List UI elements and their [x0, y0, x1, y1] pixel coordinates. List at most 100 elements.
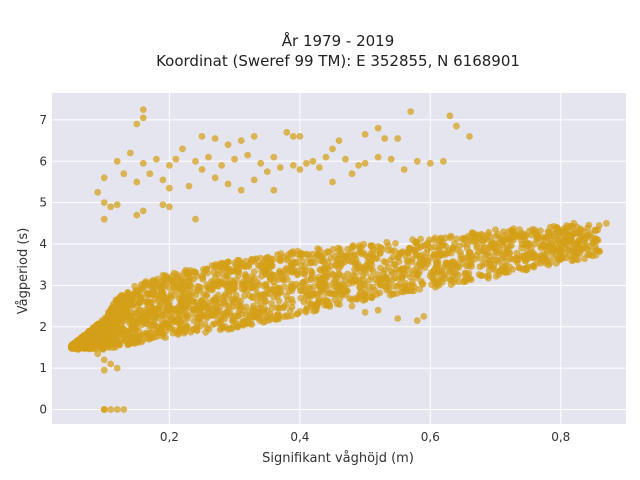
data-point — [222, 301, 230, 309]
data-point — [361, 308, 369, 316]
data-point — [248, 256, 255, 263]
data-point — [184, 315, 192, 322]
data-point — [350, 295, 358, 303]
data-point — [211, 174, 219, 182]
data-point — [242, 257, 250, 265]
data-point — [268, 312, 276, 320]
data-point — [220, 312, 228, 320]
data-point — [440, 157, 447, 165]
data-point — [192, 269, 200, 277]
data-point — [275, 287, 282, 295]
data-point — [326, 301, 333, 309]
data-point — [100, 406, 108, 413]
data-point — [184, 286, 192, 293]
x-tick-label: 0,2 — [160, 430, 179, 444]
data-point — [243, 317, 251, 325]
data-point — [184, 268, 192, 276]
data-point — [549, 254, 557, 261]
data-point — [316, 164, 323, 171]
x-tick-label: 0,6 — [421, 430, 440, 444]
data-point — [133, 178, 141, 186]
data-point — [603, 219, 610, 227]
data-point — [530, 254, 537, 262]
data-point — [491, 240, 499, 248]
data-point — [545, 261, 552, 269]
data-point — [405, 244, 413, 252]
data-point — [105, 309, 112, 316]
data-point — [274, 293, 281, 300]
data-point — [329, 145, 336, 153]
data-point — [300, 278, 307, 286]
data-point — [217, 319, 225, 326]
data-point — [513, 232, 520, 240]
data-point — [531, 240, 539, 248]
data-point — [528, 231, 535, 239]
data-point — [529, 263, 537, 270]
data-point — [426, 236, 433, 244]
data-point — [521, 257, 529, 265]
data-point — [105, 327, 113, 335]
data-point — [348, 170, 356, 178]
data-point — [161, 320, 168, 327]
x-tick-label: 0,4 — [290, 430, 309, 444]
data-point — [367, 242, 375, 249]
data-point — [455, 271, 462, 279]
data-point — [595, 222, 603, 229]
data-point — [269, 256, 277, 263]
y-tick-label: 3 — [39, 278, 47, 292]
data-point — [250, 176, 258, 184]
data-point — [190, 317, 198, 325]
data-point — [287, 261, 295, 269]
data-point — [172, 155, 180, 163]
data-point — [392, 240, 399, 247]
data-point — [301, 263, 309, 271]
data-point — [276, 164, 284, 171]
data-point — [310, 307, 317, 315]
data-point — [431, 234, 439, 242]
data-point — [177, 282, 184, 289]
data-point — [332, 260, 339, 268]
data-point — [308, 269, 316, 276]
data-point — [211, 135, 219, 142]
data-point — [324, 264, 332, 272]
data-point — [153, 155, 160, 163]
data-point — [349, 243, 357, 251]
data-point — [300, 298, 308, 306]
data-point — [162, 334, 169, 341]
y-tick-label: 1 — [39, 361, 47, 375]
data-point — [505, 228, 512, 236]
data-point — [309, 157, 317, 165]
chart-title-line1: År 1979 - 2019 — [282, 31, 395, 50]
data-point — [317, 257, 325, 265]
data-point — [131, 338, 138, 346]
data-point — [289, 162, 297, 169]
data-point — [316, 280, 323, 288]
data-point — [198, 133, 206, 140]
data-point — [431, 243, 438, 251]
data-point — [400, 166, 408, 173]
data-point — [220, 264, 228, 271]
data-point — [348, 302, 356, 310]
data-point — [166, 162, 173, 169]
data-point — [119, 302, 127, 310]
data-point — [199, 275, 207, 283]
data-point — [394, 135, 402, 142]
data-point — [575, 240, 583, 247]
data-point — [139, 106, 147, 113]
data-point — [159, 271, 167, 279]
data-point — [81, 344, 88, 351]
data-point — [197, 310, 205, 318]
y-axis-title: Vågperiod (s) — [16, 228, 31, 315]
data-point — [361, 159, 369, 167]
data-point — [479, 236, 486, 244]
x-axis-title: Signifikant våghöjd (m) — [262, 451, 414, 466]
data-point — [203, 324, 211, 332]
data-point — [347, 277, 355, 285]
data-point — [334, 244, 342, 252]
data-point — [202, 292, 210, 299]
data-point — [524, 242, 532, 250]
data-point — [380, 269, 387, 277]
data-point — [100, 215, 108, 223]
data-point — [107, 360, 115, 368]
data-point — [239, 281, 246, 289]
